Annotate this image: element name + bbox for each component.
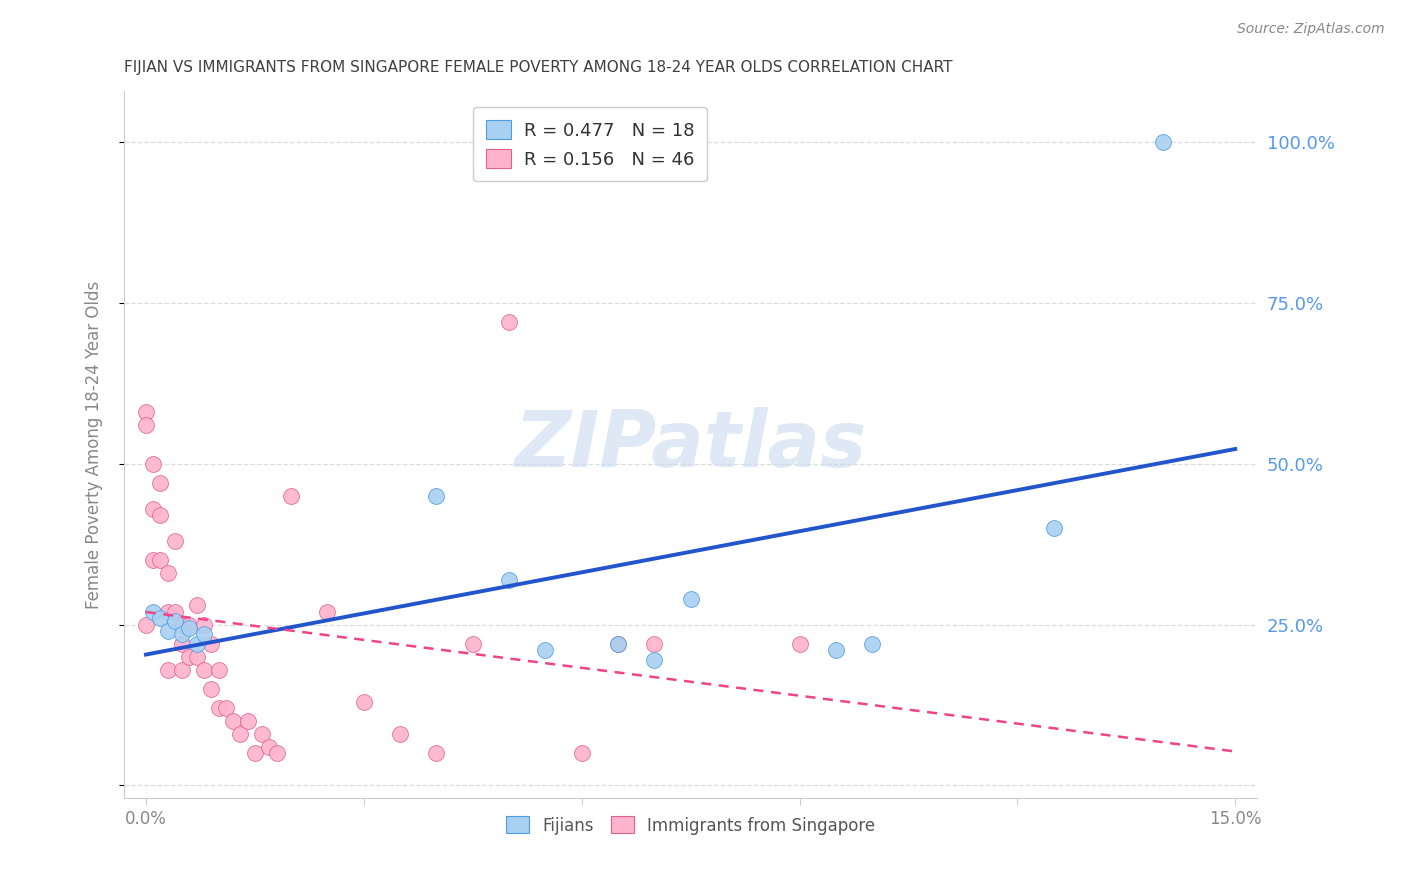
Point — [498, 573, 520, 587]
Point — [679, 591, 702, 606]
Point — [149, 476, 172, 491]
Point — [186, 649, 208, 664]
Point — [643, 653, 665, 667]
Point — [179, 617, 201, 632]
Point — [259, 739, 281, 754]
Point — [156, 605, 179, 619]
Point — [243, 746, 266, 760]
Point — [156, 624, 179, 638]
Point — [193, 663, 215, 677]
Point — [179, 621, 201, 635]
Point — [142, 457, 165, 471]
Point — [1152, 136, 1174, 150]
Point — [172, 663, 194, 677]
Point — [236, 714, 259, 728]
Point — [316, 605, 339, 619]
Point — [193, 617, 215, 632]
Point — [207, 701, 229, 715]
Point — [172, 617, 194, 632]
Point — [824, 643, 846, 657]
Point — [193, 627, 215, 641]
Point — [142, 605, 165, 619]
Point — [186, 599, 208, 613]
Y-axis label: Female Poverty Among 18-24 Year Olds: Female Poverty Among 18-24 Year Olds — [86, 280, 103, 608]
Point — [1042, 521, 1064, 535]
Point — [200, 637, 222, 651]
Point — [135, 617, 157, 632]
Point — [860, 637, 883, 651]
Point — [163, 615, 186, 629]
Point — [163, 534, 186, 549]
Point — [135, 405, 157, 419]
Point — [353, 695, 375, 709]
Point — [498, 315, 520, 329]
Point — [425, 746, 447, 760]
Point — [156, 663, 179, 677]
Point — [229, 727, 252, 741]
Point — [200, 681, 222, 696]
Point — [607, 637, 630, 651]
Point — [142, 553, 165, 567]
Point — [156, 566, 179, 581]
Point — [607, 637, 630, 651]
Point — [179, 649, 201, 664]
Point — [425, 489, 447, 503]
Point — [643, 637, 665, 651]
Point — [149, 508, 172, 523]
Point — [149, 553, 172, 567]
Point — [266, 746, 288, 760]
Point — [571, 746, 593, 760]
Point — [280, 489, 302, 503]
Point — [135, 418, 157, 433]
Point — [534, 643, 557, 657]
Point — [172, 627, 194, 641]
Text: Source: ZipAtlas.com: Source: ZipAtlas.com — [1237, 22, 1385, 37]
Point — [250, 727, 273, 741]
Point — [186, 637, 208, 651]
Point — [163, 605, 186, 619]
Point — [222, 714, 245, 728]
Text: ZIPatlas: ZIPatlas — [515, 407, 866, 483]
Point — [461, 637, 484, 651]
Point — [389, 727, 412, 741]
Point — [142, 501, 165, 516]
Point — [149, 611, 172, 625]
Text: FIJIAN VS IMMIGRANTS FROM SINGAPORE FEMALE POVERTY AMONG 18-24 YEAR OLDS CORRELA: FIJIAN VS IMMIGRANTS FROM SINGAPORE FEMA… — [124, 60, 953, 75]
Point — [207, 663, 229, 677]
Legend: Fijians, Immigrants from Singapore: Fijians, Immigrants from Singapore — [498, 808, 884, 843]
Point — [789, 637, 811, 651]
Point — [215, 701, 238, 715]
Point — [172, 637, 194, 651]
